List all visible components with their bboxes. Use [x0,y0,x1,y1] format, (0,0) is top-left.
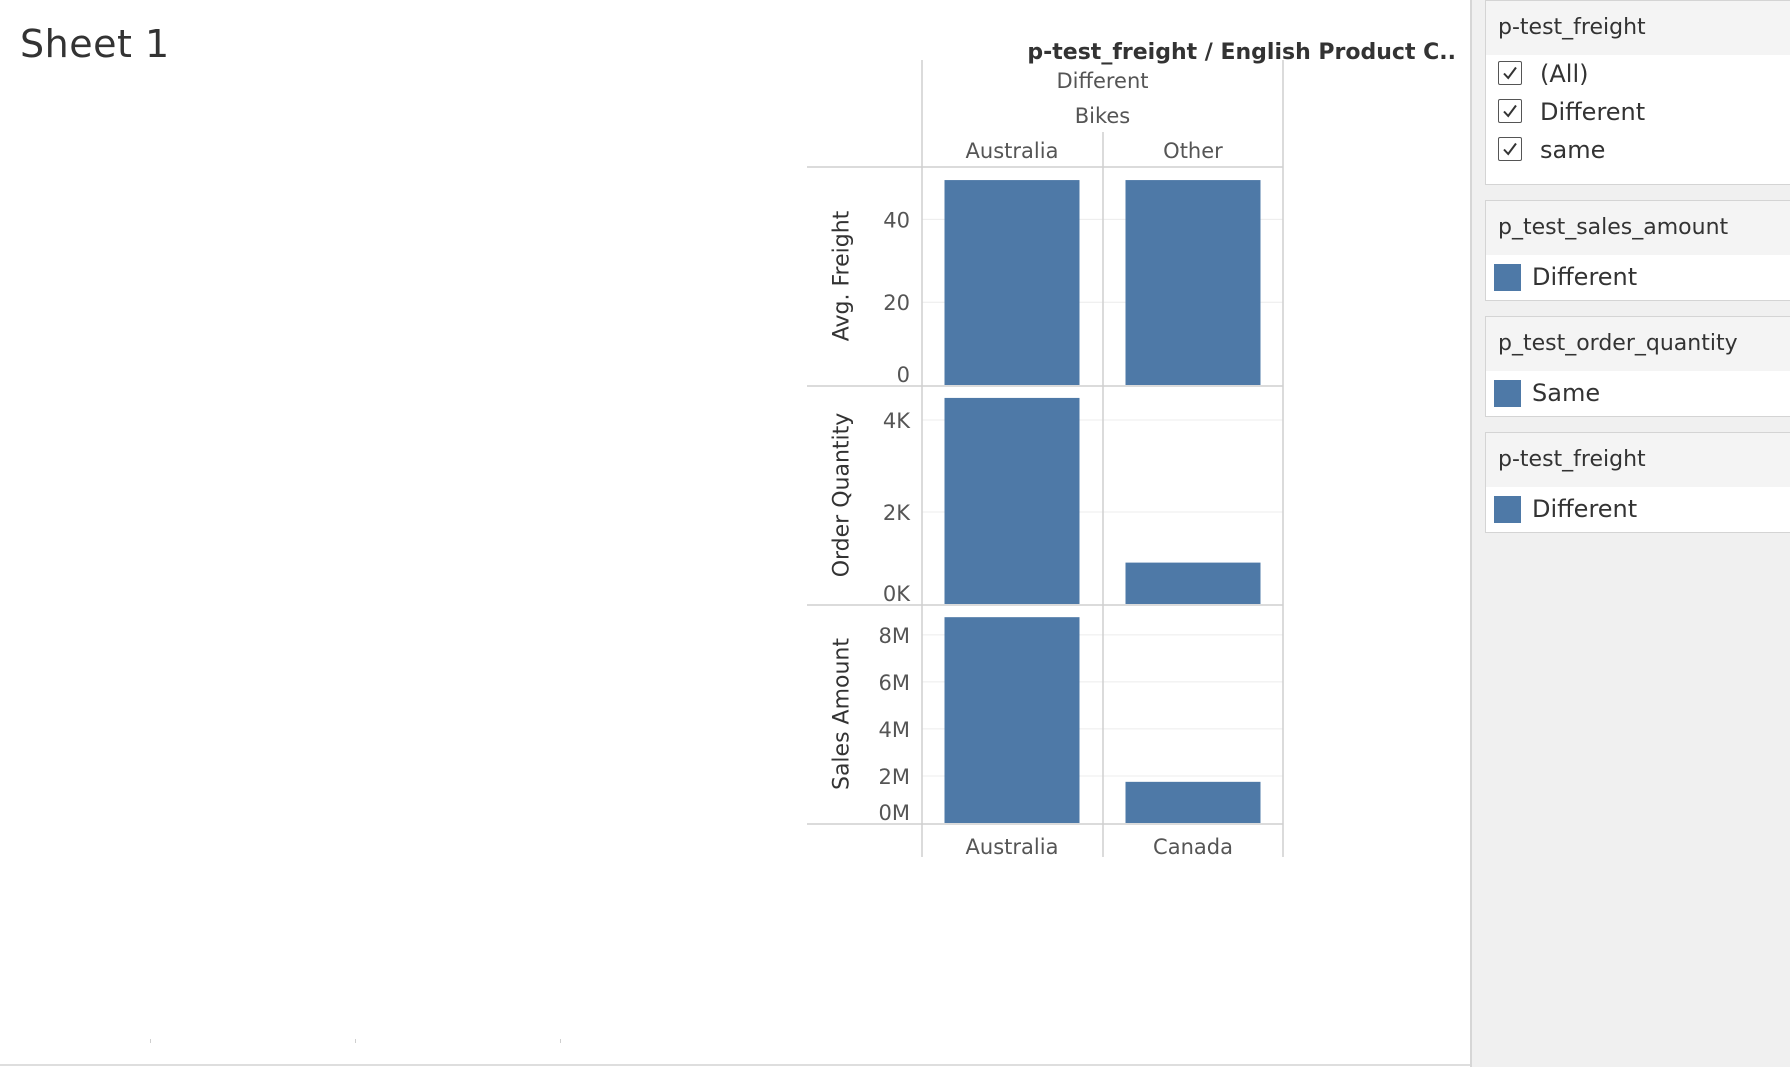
column-header-level-2: Bikes [1075,104,1131,128]
filter-card-title: p-test_freight [1486,1,1790,55]
column-header-top: Other [1163,139,1223,163]
legend-swatch [1494,496,1521,523]
legend-card-order-quantity: p_test_order_quantity Same [1485,316,1790,417]
filter-item-label: (All) [1540,60,1589,88]
legend-card-sales-amount: p_test_sales_amount Different [1485,200,1790,301]
filter-item-label: Different [1540,98,1646,126]
legend-card-freight: p-test_freight Different [1485,432,1790,533]
bar-chart: p-test_freight / English Product C.. 0 20… [807,40,1456,859]
column-label-bottom: Australia [966,835,1059,859]
filter-card: p-test_freight (All) Different same [1485,0,1790,185]
legend-item-label: Same [1532,379,1601,407]
bar [1125,180,1261,385]
sheet-bottom-border [0,1064,1470,1066]
checkbox-checked-icon[interactable] [1498,137,1522,161]
measure-label: Order Quantity [830,413,855,578]
y-tick-label: 2M [879,765,910,789]
legend-card-title: p_test_sales_amount [1486,201,1790,255]
legend-item[interactable]: Same [1486,371,1790,415]
bar [944,397,1080,604]
y-tick-label: 4M [879,718,910,742]
bar [944,617,1080,823]
filter-item-label: same [1540,136,1606,164]
y-tick-label: 4K [883,409,911,433]
y-tick-label: 0 [897,363,910,387]
measure-label: Avg. Freight [830,210,855,341]
filter-item-same[interactable]: same [1486,131,1790,169]
checkbox-checked-icon[interactable] [1498,99,1522,123]
column-label-bottom: Canada [1153,835,1233,859]
y-tick-label: 0M [879,801,910,825]
bar [944,180,1080,385]
checkbox-checked-icon[interactable] [1498,61,1522,85]
y-tick-label: 40 [883,208,910,232]
measure-label: Sales Amount [830,638,855,790]
worksheet-area: Sheet 1 p-test_freight / English Product… [0,22,1470,1066]
filter-item-different[interactable]: Different [1486,93,1790,131]
y-tick-label: 20 [883,291,910,315]
bar [1125,562,1261,604]
bar [1125,781,1261,823]
chart-header-title: p-test_freight / English Product C.. [1027,40,1456,65]
legend-swatch [1494,380,1521,407]
filter-item-all[interactable]: (All) [1486,55,1790,93]
y-tick-label: 8M [879,624,910,648]
legend-item-label: Different [1532,263,1638,291]
legend-item[interactable]: Different [1486,255,1790,299]
sheet-title: Sheet 1 [20,22,170,66]
column-header-level-1: Different [1056,69,1148,93]
legend-swatch [1494,264,1521,291]
side-panel: p-test_freight (All) Different same [1470,0,1790,1067]
y-tick-label: 2K [883,501,911,525]
column-header-top: Australia [966,139,1059,163]
legend-item[interactable]: Different [1486,487,1790,531]
legend-card-title: p-test_freight [1486,433,1790,487]
y-tick-label: 0K [883,582,911,606]
legend-item-label: Different [1532,495,1638,523]
legend-card-title: p_test_order_quantity [1486,317,1790,371]
y-tick-label: 6M [879,671,910,695]
